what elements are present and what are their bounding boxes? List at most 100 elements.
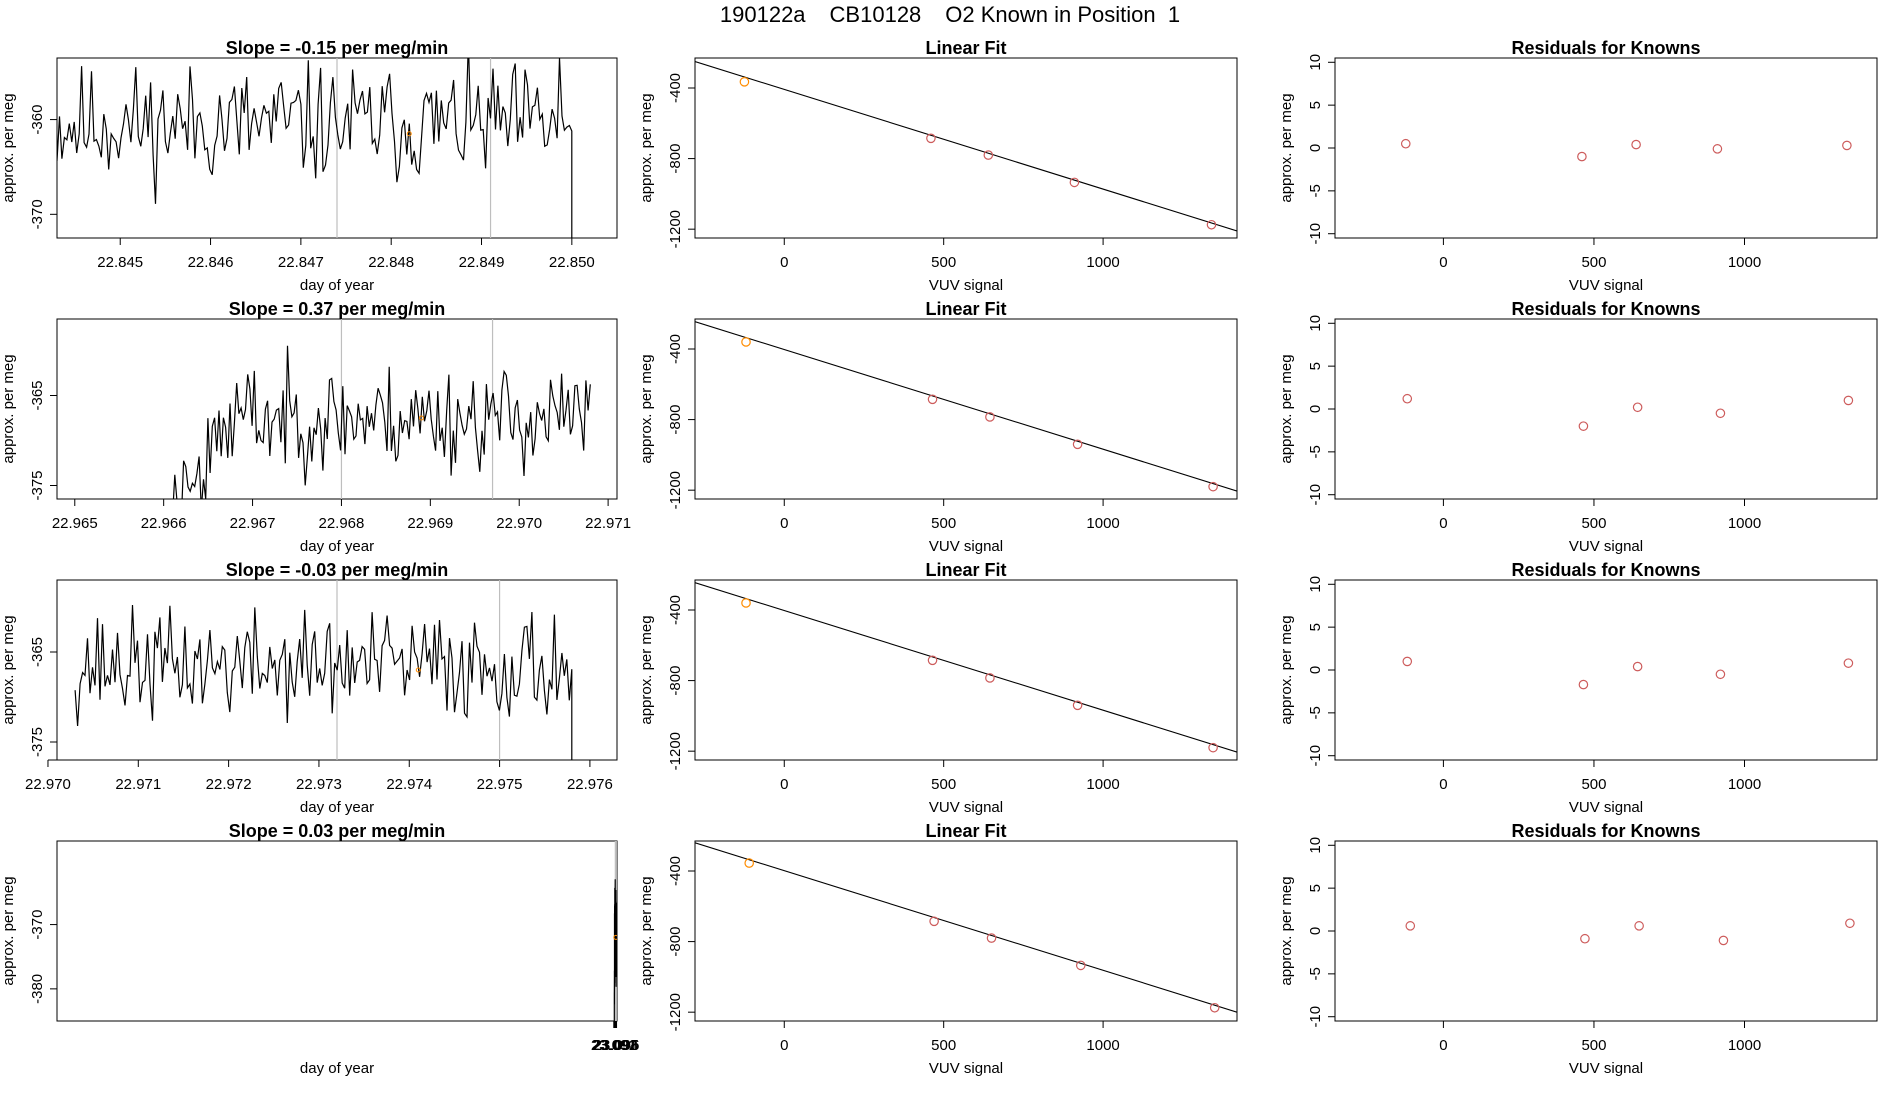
chart-r4-fit-ytick-label: -400: [667, 856, 684, 886]
chart-r3-fit-ytick-label: -400: [667, 595, 684, 625]
chart-r1-resid-ytick-label: 5: [1307, 101, 1324, 109]
chart-r3-resid-ytick-label: 10: [1307, 576, 1324, 593]
figure-title: 190122a CB10128 O2 Known in Position 1: [0, 2, 1900, 34]
chart-r1-resid-title: Residuals for Knowns: [1511, 38, 1700, 58]
chart-r2-resid-point: [1632, 402, 1643, 413]
chart-r2-fit-xtick-label: 1000: [1086, 515, 1119, 532]
chart-r4-fit-point: [1075, 960, 1086, 971]
chart-r2-trace-ytick-label: -375: [29, 470, 46, 500]
chart-r1-fit-fit-line: [695, 61, 1237, 232]
chart-r4-resid-point: [1718, 935, 1729, 946]
chart-r4-trace-xtick-label: 23.091: [591, 1037, 637, 1054]
chart-r2-resid-ytick-label: -5: [1307, 445, 1324, 458]
chart-r3-fit-xlabel: VUV signal: [929, 799, 1003, 816]
chart-r3-fit-point: [927, 655, 938, 666]
chart-r1-resid-xtick-label: 500: [1581, 254, 1606, 271]
chart-r2-resid-title: Residuals for Knowns: [1511, 299, 1700, 319]
chart-r1-trace-xtick-label: 22.847: [278, 254, 324, 271]
chart-r3-fit-xtick-label: 500: [931, 776, 956, 793]
chart-r4-fit-xtick-label: 500: [931, 1037, 956, 1054]
chart-r1-resid-point: [1842, 140, 1852, 151]
chart-r2-trace: Slope = 0.37 per meg/min day of year appro…: [0, 299, 631, 555]
chart-r1-resid-frame: [1334, 57, 1878, 239]
chart-r1-fit: Linear Fit VUV signal approx. per meg 0 500 1…: [638, 38, 1238, 294]
chart-r3-resid-frame: [1334, 579, 1878, 761]
chart-r2-fit-xtick-label: 500: [931, 515, 956, 532]
chart-r1-fit-xtick-label: 0: [780, 254, 788, 271]
chart-r4-fit-fit-line: [695, 842, 1237, 1013]
chart-r1-fit-point: [739, 77, 750, 87]
chart-r1-fit-ylabel: approx. per meg: [638, 93, 655, 202]
chart-r4-resid-title: Residuals for Knowns: [1511, 821, 1700, 841]
chart-r2-fit-point: [1072, 439, 1083, 450]
chart-r2-trace-ylabel: approx. per meg: [0, 354, 17, 463]
chart-r3-fit-frame: [694, 579, 1238, 761]
chart-r3-fit-point: [985, 673, 995, 683]
chart-r3-trace-xtick-label: 22.976: [567, 776, 613, 793]
chart-r2-trace-xtick-label: 22.971: [585, 515, 631, 532]
chart-r1-resid-point: [1400, 138, 1411, 149]
chart-r3-trace-title: Slope = -0.03 per meg/min: [226, 560, 449, 580]
chart-r4-resid-xlabel: VUV signal: [1569, 1060, 1643, 1077]
chart-r4-resid-ytick-label: -10: [1307, 1006, 1324, 1028]
chart-r3-trace-ytick-label: -375: [29, 727, 46, 757]
chart-r4-fit-point: [929, 916, 939, 927]
chart-r1-resid-point: [1712, 144, 1723, 154]
chart-r4-fit-xlabel: VUV signal: [929, 1060, 1003, 1077]
chart-r4-trace-marker-point: [613, 934, 617, 940]
chart-r3-resid: Residuals for Knowns VUV signal approx. pe…: [1278, 560, 1878, 816]
chart-r4-resid-xtick-label: 500: [1581, 1037, 1606, 1054]
chart-r1-fit-point: [1206, 219, 1217, 230]
chart-r2-trace-xlabel: day of year: [300, 538, 374, 555]
chart-r1-trace-series-line: [57, 58, 573, 238]
chart-r2-resid-ytick-label: 10: [1307, 315, 1324, 332]
chart-r1-fit-xlabel: VUV signal: [929, 277, 1003, 294]
chart-r1-resid-ytick-label: -5: [1307, 184, 1324, 197]
chart-r2-fit-xtick-label: 0: [780, 515, 788, 532]
chart-r4-fit-title: Linear Fit: [925, 821, 1006, 841]
chart-r1-trace-xlabel: day of year: [300, 277, 374, 294]
chart-r1-fit-ytick-label: -1200: [667, 210, 684, 248]
chart-r4-trace-xtick-label: 23.094: [592, 1037, 638, 1054]
chart-r1-resid-xtick-label: 1000: [1728, 254, 1761, 271]
chart-r4-resid-point: [1634, 921, 1644, 931]
chart-r2-trace-ytick-label: -365: [29, 380, 46, 410]
chart-r2-resid-point: [1843, 395, 1854, 406]
chart-r2-trace-xtick-label: 22.965: [52, 515, 98, 532]
chart-r1-fit-title: Linear Fit: [925, 38, 1006, 58]
chart-r2-resid-point: [1578, 421, 1589, 431]
chart-r2-trace-xtick-label: 22.966: [141, 515, 187, 532]
chart-r4-trace: Slope = 0.03 per meg/min day of year appro…: [0, 821, 640, 1077]
chart-r1-fit-point: [1069, 177, 1080, 188]
chart-r3-trace-xtick-label: 22.970: [25, 776, 71, 793]
chart-r3-trace-xtick-label: 22.971: [115, 776, 161, 793]
chart-r3-resid-point: [1578, 679, 1589, 690]
chart-r4-resid-xtick-label: 0: [1439, 1037, 1447, 1054]
chart-r3-fit-ytick-label: -800: [667, 666, 684, 696]
chart-r3-resid-ytick-label: -10: [1307, 745, 1324, 767]
chart-r3-fit-fit-line: [695, 582, 1237, 753]
chart-r1-resid-ytick-label: 10: [1307, 54, 1324, 71]
chart-r2-fit-point: [985, 412, 995, 422]
chart-r2-fit-point: [741, 337, 751, 347]
chart-r1-resid-point: [1631, 139, 1641, 150]
chart-r1-trace-xtick-label: 22.846: [188, 254, 234, 271]
chart-r3-fit-ytick-label: -1200: [667, 732, 684, 770]
chart-r2-fit: Linear Fit VUV signal approx. per meg 0 500 1…: [638, 299, 1238, 555]
chart-r2-trace-marker-point: [418, 415, 424, 421]
chart-r4-resid-point: [1845, 918, 1855, 929]
chart-r2-resid-frame: [1334, 318, 1878, 500]
chart-r4-resid: Residuals for Knowns VUV signal approx. pe…: [1278, 821, 1878, 1077]
chart-r3-resid-point: [1715, 669, 1726, 680]
chart-r4-resid-ytick-label: 5: [1307, 884, 1324, 892]
chart-r3-trace-ylabel: approx. per meg: [0, 615, 17, 724]
chart-r3-resid-point: [1402, 656, 1413, 667]
chart-r1-resid: Residuals for Knowns VUV signal approx. pe…: [1278, 38, 1878, 294]
chart-r4-resid-ytick-label: 10: [1307, 837, 1324, 854]
chart-r3-resid-title: Residuals for Knowns: [1511, 560, 1700, 580]
chart-r4-resid-ytick-label: -5: [1307, 967, 1324, 980]
chart-r4-resid-point: [1580, 933, 1590, 944]
chart-r1-resid-point: [1577, 151, 1587, 162]
chart-r4-resid-xtick-label: 1000: [1728, 1037, 1761, 1054]
chart-r1-fit-point: [926, 133, 936, 144]
